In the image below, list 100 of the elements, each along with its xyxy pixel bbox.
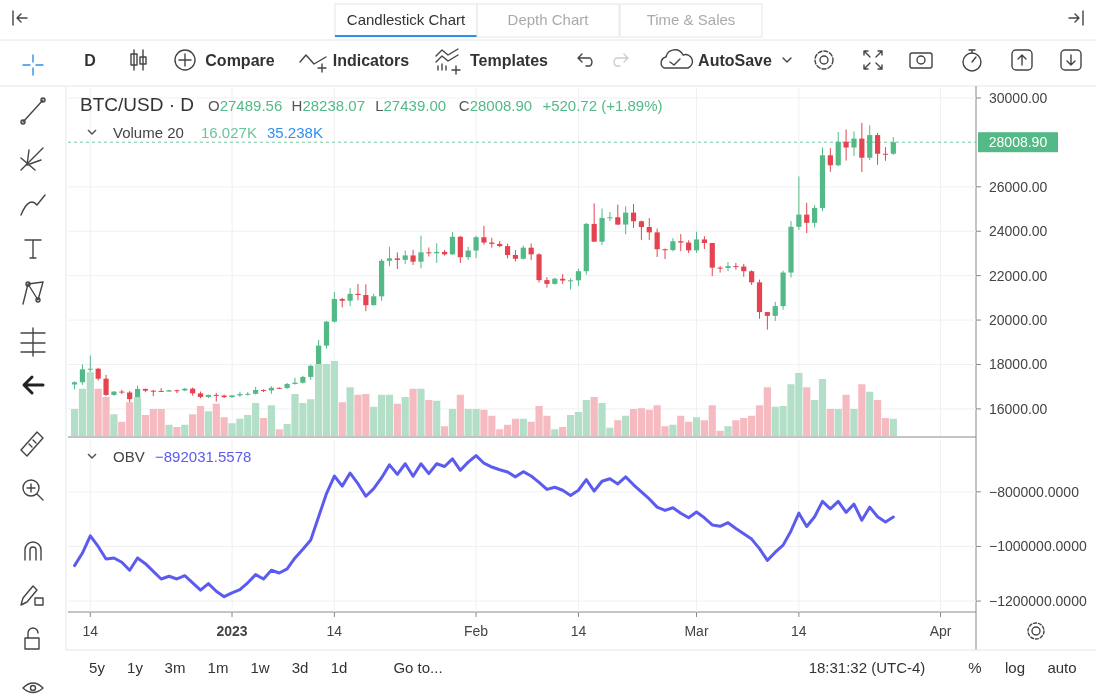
y-tick-label: 24000.00 bbox=[989, 223, 1048, 240]
x-tick-label: 14 bbox=[570, 623, 587, 639]
text: 1y bbox=[127, 659, 144, 676]
candlestick bbox=[874, 132, 881, 166]
y-tick-label: 16000.00 bbox=[989, 400, 1048, 417]
candlestick bbox=[426, 246, 432, 258]
text: D bbox=[84, 52, 96, 69]
text: Candlestick Chart bbox=[346, 11, 467, 28]
x-tick-label: Mar bbox=[684, 623, 709, 639]
bar bbox=[165, 424, 173, 436]
annotation: L27439.00 bbox=[375, 97, 447, 114]
candlestick bbox=[174, 389, 180, 394]
text: AutoSave bbox=[698, 52, 772, 69]
text: Time & Sales bbox=[646, 11, 736, 28]
text: log bbox=[1004, 659, 1026, 676]
candlestick bbox=[812, 204, 818, 228]
candlestick bbox=[386, 246, 393, 267]
bar bbox=[417, 388, 425, 436]
candlestick bbox=[796, 175, 802, 231]
candlestick bbox=[599, 208, 605, 246]
candlestick bbox=[410, 249, 416, 266]
text: 3d bbox=[291, 659, 309, 676]
candlestick bbox=[481, 225, 487, 246]
candlestick bbox=[859, 122, 865, 173]
bar bbox=[614, 420, 622, 436]
x-tick-label: Feb bbox=[464, 623, 489, 639]
y-tick-label: 22000.00 bbox=[989, 267, 1048, 284]
bar bbox=[181, 424, 189, 436]
bar bbox=[440, 426, 449, 436]
annotation: C28008.90 bbox=[458, 97, 533, 114]
bar bbox=[559, 427, 567, 436]
candlestick bbox=[79, 363, 86, 386]
bar bbox=[692, 417, 701, 436]
candlestick bbox=[567, 277, 574, 290]
bar bbox=[425, 400, 433, 436]
text: OBV bbox=[113, 448, 145, 465]
y-tick-label: 20000.00 bbox=[989, 312, 1048, 329]
y-tick-label: −800000.0000 bbox=[989, 483, 1080, 500]
candlestick bbox=[623, 205, 629, 235]
x-tick-label: 14 bbox=[791, 623, 807, 639]
candlestick bbox=[772, 301, 778, 322]
text: 18:31:32 (UTC-4) bbox=[808, 659, 926, 676]
candlestick bbox=[457, 235, 463, 264]
text: auto bbox=[1047, 659, 1077, 676]
y-tick-label: −1000000.0000 bbox=[989, 538, 1087, 555]
chart-title: Volume 20 bbox=[113, 124, 184, 141]
candlestick bbox=[363, 283, 369, 312]
candlestick bbox=[725, 261, 731, 272]
bar bbox=[267, 405, 275, 436]
candlestick bbox=[449, 231, 456, 256]
x-tick-label: Apr bbox=[929, 623, 952, 639]
annotation: 16.027K bbox=[201, 124, 257, 141]
text: Indicators bbox=[332, 52, 410, 69]
y-tick-label: 30000.00 bbox=[989, 89, 1048, 106]
text: 5y bbox=[89, 659, 106, 676]
bar bbox=[433, 400, 441, 436]
candlestick bbox=[827, 147, 833, 173]
candlestick bbox=[717, 265, 723, 274]
chart-title: BTC/USD · D bbox=[80, 94, 194, 115]
bar bbox=[173, 427, 181, 436]
text: % bbox=[968, 659, 982, 676]
text: Go to... bbox=[393, 659, 443, 676]
candlestick bbox=[733, 262, 739, 271]
y-tick-label: 18000.00 bbox=[989, 356, 1048, 373]
bar bbox=[551, 429, 559, 436]
candlestick bbox=[355, 283, 361, 301]
bar bbox=[590, 397, 598, 436]
annotation: H28238.07 bbox=[291, 97, 366, 114]
x-tick-label: 14 bbox=[82, 623, 99, 639]
candlestick bbox=[591, 202, 597, 243]
text: 1m bbox=[207, 659, 229, 676]
bar bbox=[204, 411, 212, 436]
bar bbox=[858, 384, 866, 436]
x-tick-label: 14 bbox=[326, 623, 343, 639]
bar bbox=[842, 394, 850, 436]
bar bbox=[866, 391, 874, 436]
text: Compare bbox=[205, 52, 275, 69]
bar bbox=[110, 414, 118, 436]
text: Depth Chart bbox=[507, 11, 590, 28]
bar bbox=[622, 415, 630, 436]
candlestick bbox=[654, 228, 660, 258]
candlestick bbox=[331, 291, 337, 324]
candlestick bbox=[882, 146, 889, 162]
bar bbox=[826, 409, 834, 436]
y-tick-label: −1200000.0000 bbox=[989, 593, 1087, 610]
bar bbox=[275, 429, 283, 436]
annotation: O27489.56 bbox=[208, 97, 283, 114]
annotation: −892031.5578 bbox=[155, 448, 252, 465]
annotation: +520.72 (+1.89%) bbox=[542, 97, 663, 114]
candlestick bbox=[662, 248, 668, 260]
ref-line-label: 28008.90 bbox=[988, 134, 1048, 151]
bar bbox=[724, 426, 732, 436]
candlestick bbox=[418, 235, 424, 269]
bar bbox=[850, 409, 858, 436]
line-series bbox=[73, 454, 895, 599]
bar bbox=[803, 387, 811, 436]
candlestick bbox=[323, 320, 330, 349]
bar bbox=[393, 403, 401, 436]
x-tick-label: 2023 bbox=[216, 623, 248, 639]
candlestick bbox=[607, 211, 613, 222]
